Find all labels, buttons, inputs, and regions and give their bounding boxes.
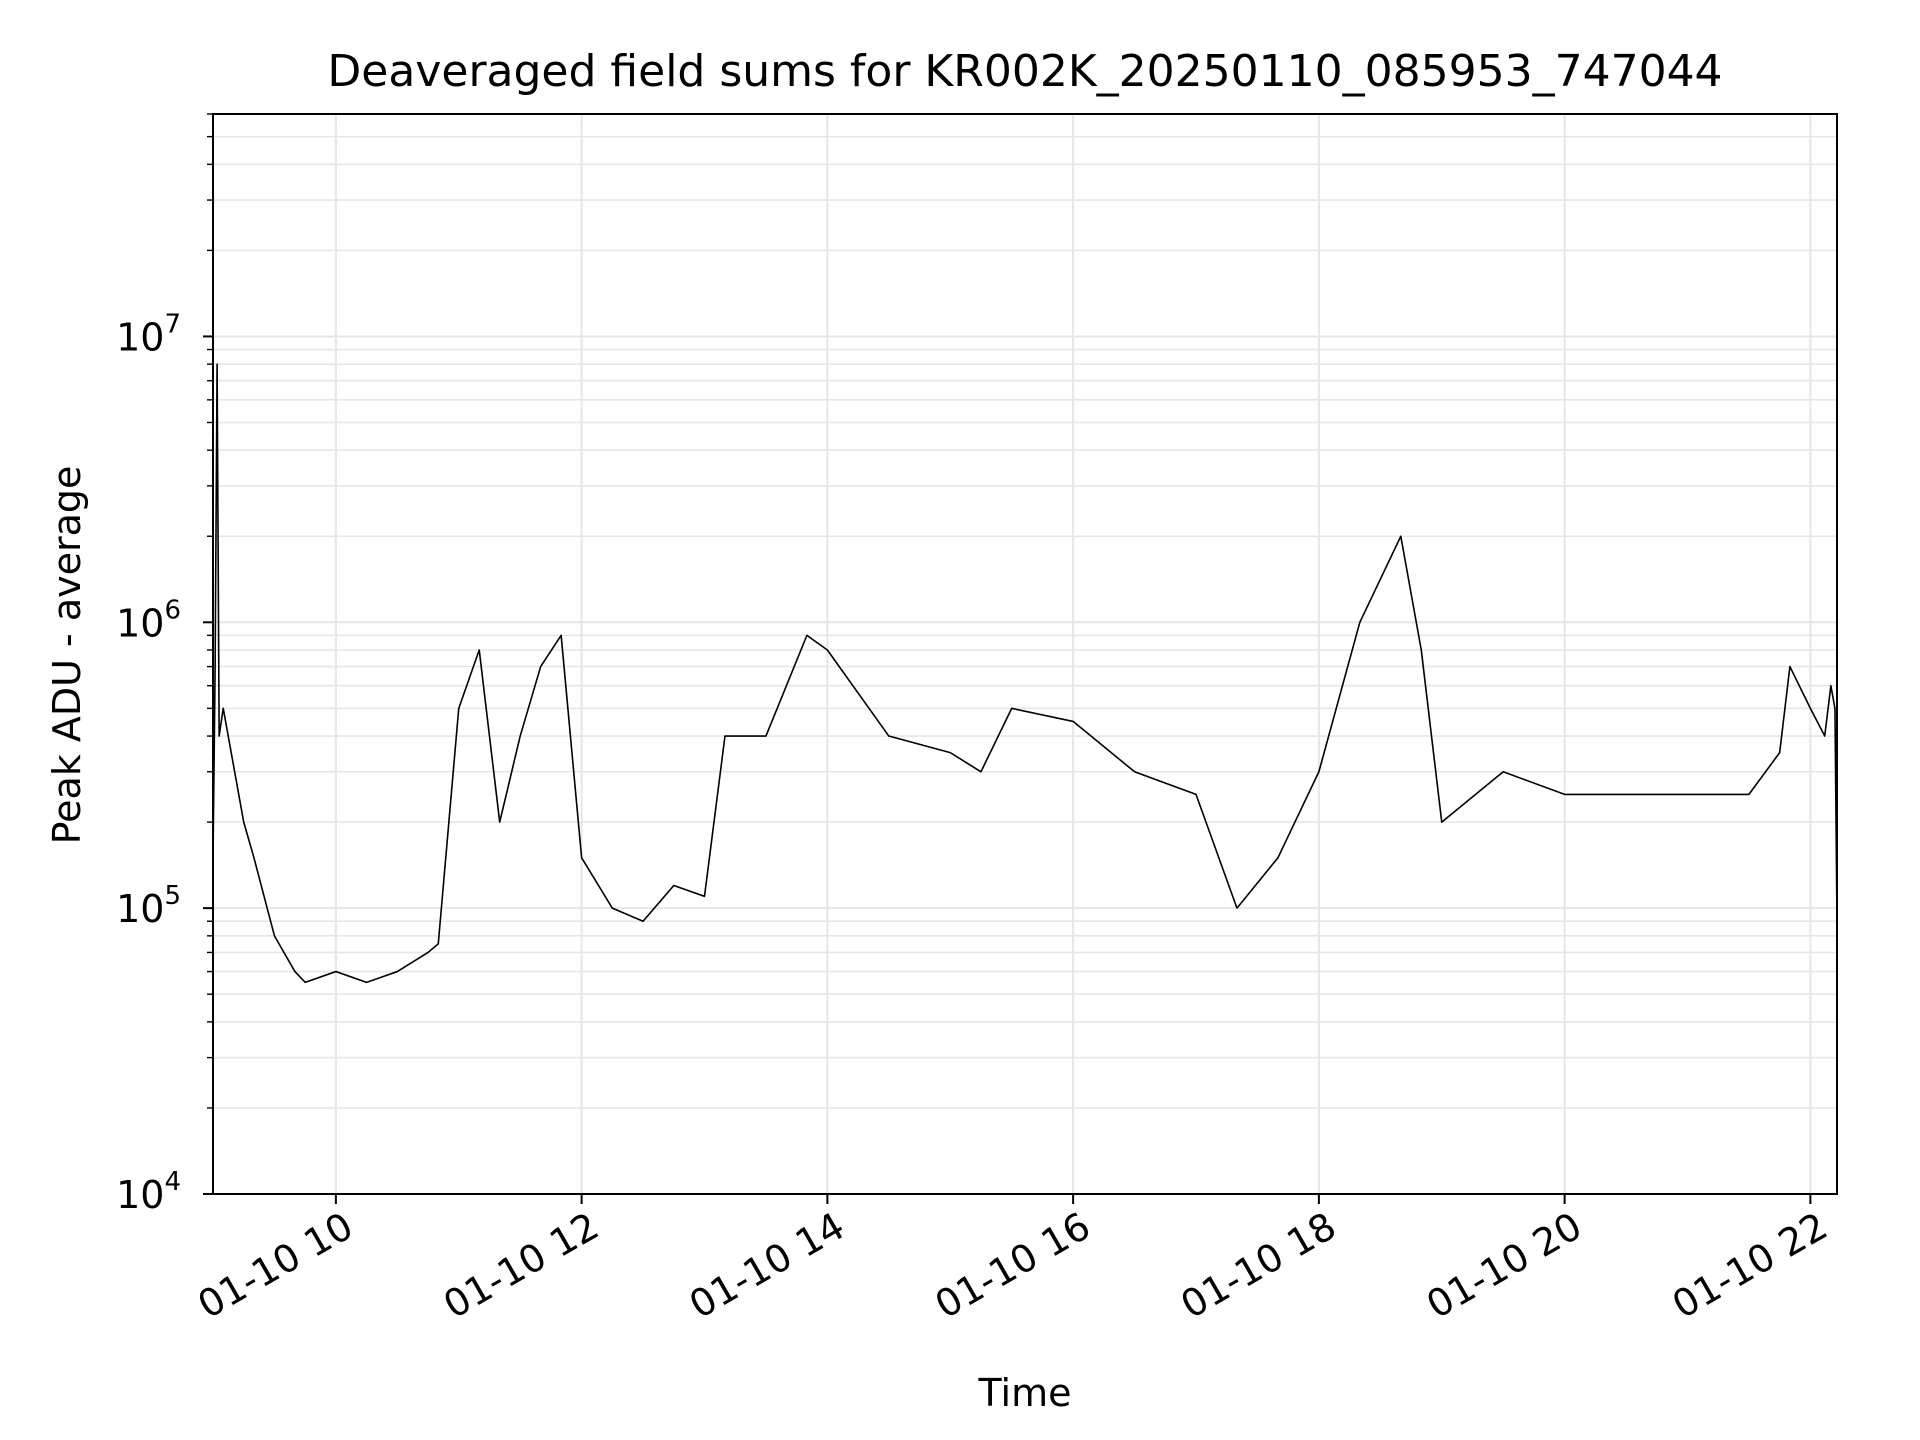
x-axis-label: Time	[978, 1371, 1072, 1415]
y-tick-label: 104	[116, 1167, 181, 1217]
y-tick-label: 106	[116, 595, 181, 645]
y-axis-label: Peak ADU - average	[45, 466, 89, 845]
chart-title: Deaveraged field sums for KR002K_2025011…	[327, 46, 1722, 97]
x-tick-label: 01-10 12	[436, 1204, 606, 1328]
x-tick-label: 01-10 10	[190, 1204, 360, 1328]
x-tick-label: 01-10 20	[1419, 1204, 1589, 1328]
series-line	[212, 363, 1838, 984]
plot-background	[213, 114, 1837, 1194]
x-tick-label: 01-10 14	[682, 1204, 852, 1328]
x-tick-label: 01-10 16	[928, 1204, 1098, 1328]
series-layer	[212, 363, 1838, 984]
plot-frame	[212, 113, 1838, 1195]
x-tick-label: 01-10 18	[1173, 1204, 1343, 1328]
y-tick-label: 105	[116, 881, 181, 931]
x-tick-label: 01-10 22	[1665, 1204, 1835, 1328]
grid-layer	[213, 113, 1837, 1195]
y-tick-label: 107	[116, 309, 181, 359]
